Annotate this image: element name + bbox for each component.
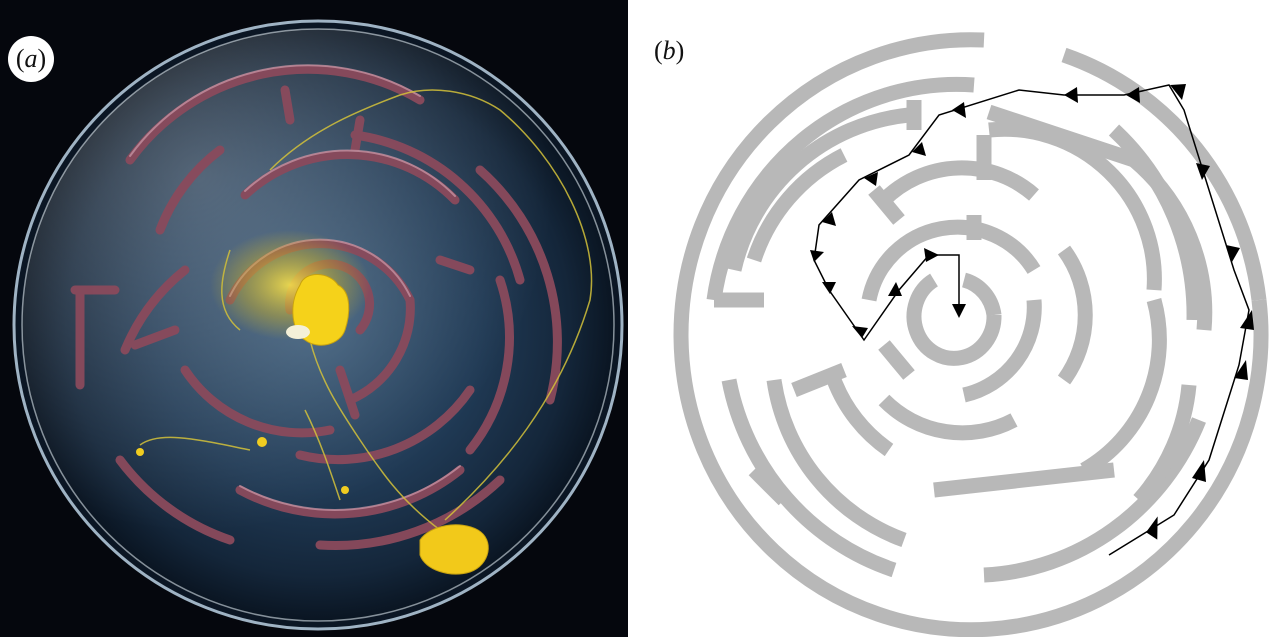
circular-maze-diagram <box>673 32 1269 637</box>
slime-mould-blobs <box>136 274 489 575</box>
panel-b-diagram: (b) <box>634 0 1280 637</box>
arrowheads <box>810 84 1254 540</box>
maze-walls <box>673 32 1269 637</box>
maze-walls-photo <box>70 64 562 550</box>
panel-a-label: (a) <box>8 36 54 82</box>
panel-a-photo: (a) <box>0 0 628 637</box>
panel-b-label: (b) <box>654 36 685 65</box>
petri-dish-maze-photo <box>12 19 624 631</box>
